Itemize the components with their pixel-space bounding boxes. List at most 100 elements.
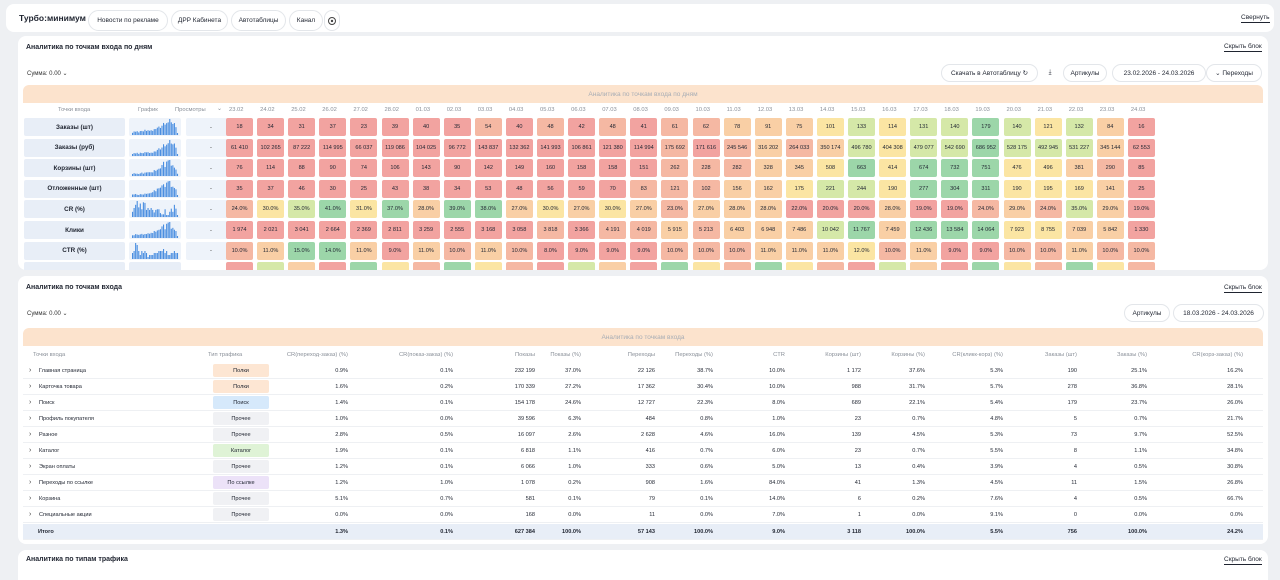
sparkline-bar [159, 187, 161, 197]
tab-autotables[interactable]: Автотаблицы [231, 10, 286, 31]
sparkline-bar [153, 212, 155, 218]
cell-value: 100.0% [906, 528, 925, 535]
heatmap-cell: 10.0% [1127, 241, 1155, 260]
col-header: Показы (%) [550, 352, 581, 358]
cell-value: 0.1% [440, 367, 453, 374]
sparkline-bar [138, 153, 140, 156]
download-button[interactable]: ⤓ [1041, 64, 1059, 82]
block1-sum-select[interactable]: Сумма: 0.00 ⌄ [27, 70, 68, 77]
table-row[interactable]: › Специальные акции Прочее 0.0% 0.0% 168 0.0% 1… [23, 507, 1263, 522]
cell-value: 5.3% [990, 367, 1003, 374]
heatmap-cell: 10.0% [692, 241, 720, 260]
cell-value: 5.4% [990, 399, 1003, 406]
heatmap-cell-partial [630, 262, 658, 270]
sparkline-bar [133, 173, 135, 177]
chevron-down-icon[interactable]: ⌄ [217, 106, 222, 112]
block1-hide-button[interactable]: Скрыть блок [1224, 43, 1262, 52]
top-bar: Турбо:минимум Новости по рекламе ДРР Каб… [6, 4, 1274, 32]
heatmap-cell: 43 [381, 179, 409, 198]
sparkline-bar [163, 224, 165, 238]
cell-value: 168 [525, 511, 535, 518]
sparkline-bar [163, 184, 165, 197]
table-row[interactable]: › Корзина Прочее 5.1% 0.7% 581 0.1% 79 0.1% 14.0%… [23, 491, 1263, 506]
sparkline-bar [167, 160, 169, 177]
sparkline-bar [164, 167, 166, 177]
heatmap-cell: 54 [474, 118, 502, 136]
sparkline-bar [172, 123, 174, 135]
cell-value: 170 339 [514, 383, 535, 390]
download-autotable-button[interactable]: Скачать в Автотаблицу ↻ [941, 64, 1038, 82]
chevron-right-icon[interactable]: › [29, 463, 32, 470]
table-row[interactable]: › Переходы по ссылке По ссылке 1.2% 1.0% 1 07… [23, 475, 1263, 490]
heatmap-cell-partial [505, 262, 533, 270]
refresh-icon: ↻ [1022, 70, 1029, 77]
heatmap-cell: 7 486 [785, 221, 813, 239]
heatmap-cell: 5 213 [692, 221, 720, 239]
block1-articles-button[interactable]: Артикулы [1063, 64, 1107, 82]
heatmap-cell: 2 555 [443, 221, 471, 239]
sparkline-bar [152, 210, 154, 218]
table-row[interactable]: › Разное Прочее 2.8% 0.5% 16 097 2.6% 2 628 4.6%… [23, 427, 1263, 442]
chevron-right-icon[interactable]: › [29, 367, 32, 374]
cell-value: 0.0% [700, 511, 713, 518]
block2-hide-button[interactable]: Скрыть блок [1224, 284, 1262, 293]
date-header: 09.03 [664, 107, 679, 113]
sparkline-bar [145, 252, 148, 259]
block2-date-range[interactable]: 18.03.2026 - 24.03.2026 [1173, 304, 1264, 322]
tab-drr[interactable]: ДРР Кабинета [171, 10, 228, 31]
heatmap-cell: 149 [505, 159, 533, 178]
cell-value: 8 [1073, 447, 1077, 454]
date-header: 02.03 [446, 107, 462, 113]
cell-value: 1.6% [700, 479, 713, 486]
heatmap-cell: 42 [568, 118, 596, 136]
heatmap-cell: 132 [1065, 118, 1093, 136]
block2-sum-select[interactable]: Сумма: 0.00 ⌄ [27, 310, 68, 317]
cell-value: 38.7% [697, 367, 713, 374]
sparkline-bar [158, 250, 160, 259]
chevron-right-icon[interactable]: › [29, 383, 32, 390]
sparkline-bar [169, 139, 171, 156]
chevron-right-icon[interactable]: › [29, 495, 32, 502]
sparkline-bar [145, 193, 148, 197]
sparkline-bar [153, 230, 155, 238]
col-header: CR(показ-заказ) (%) [399, 352, 453, 358]
chevron-right-icon[interactable]: › [29, 415, 32, 422]
heatmap-cell: 156 [723, 179, 751, 198]
col-header: Заказы (%) [1117, 352, 1147, 358]
sparkline-bar [170, 228, 172, 238]
chevron-right-icon[interactable]: › [29, 399, 32, 406]
chevron-right-icon[interactable]: › [29, 447, 32, 454]
heatmap-cell: 175 692 [661, 138, 689, 157]
table-row[interactable]: › Главная страница Полки 0.9% 0.1% 232 199 37.… [23, 363, 1263, 378]
heatmap-cell: 7 459 [879, 221, 907, 239]
block1-date-range[interactable]: 23.02.2026 - 24.03.2026 [1112, 64, 1206, 82]
heatmap-cell: 10.0% [443, 241, 471, 260]
sparkline-bar [166, 223, 168, 238]
row-divider [23, 426, 1263, 427]
cell-value: 1 172 [847, 367, 861, 374]
heatmap-cell: 663 [848, 159, 875, 178]
table-row[interactable]: › Карточка товара Полки 1.6% 0.2% 170 339 27.2… [23, 379, 1263, 394]
block2-articles-button[interactable]: Артикулы [1124, 304, 1170, 322]
table-row[interactable]: › Экран оплаты Прочее 1.2% 0.1% 6 066 1.0% 333 0… [23, 459, 1263, 474]
cell-value: 16.2% [1227, 367, 1243, 374]
heatmap-cell: 37.0% [381, 200, 409, 219]
heatmap-cell-partial [568, 262, 596, 270]
tab-channel[interactable]: Канал [289, 10, 323, 31]
settings-button[interactable] [324, 10, 340, 31]
heatmap-cell: 74 [350, 159, 378, 178]
chevron-right-icon[interactable]: › [29, 479, 32, 486]
metric-label: CTR (%) [24, 241, 125, 260]
table-row[interactable]: › Профиль покупателя Прочее 1.0% 0.0% 39 596 6… [23, 411, 1263, 426]
collapse-button[interactable]: Свернуть [1241, 14, 1270, 23]
block-entry-points-by-day: Аналитика по точкам входа по дням Скрыть… [18, 36, 1268, 270]
transitions-select[interactable]: ⌄ Переходы [1206, 64, 1262, 82]
chevron-right-icon[interactable]: › [29, 431, 32, 438]
sparkline-bar [145, 234, 148, 238]
tab-news[interactable]: Новости по рекламе [88, 10, 168, 31]
table-row[interactable]: › Поиск Поиск 1.4% 0.1% 154 178 24.6% 12 727 22.… [23, 395, 1263, 410]
chevron-right-icon[interactable]: › [29, 511, 32, 518]
table-row[interactable]: › Каталог Каталог 1.9% 0.1% 6 818 1.1% 416 0.7% 6… [23, 443, 1263, 458]
heatmap-cell-partial [848, 262, 875, 270]
block3-hide-button[interactable]: Скрыть блок [1224, 556, 1262, 565]
